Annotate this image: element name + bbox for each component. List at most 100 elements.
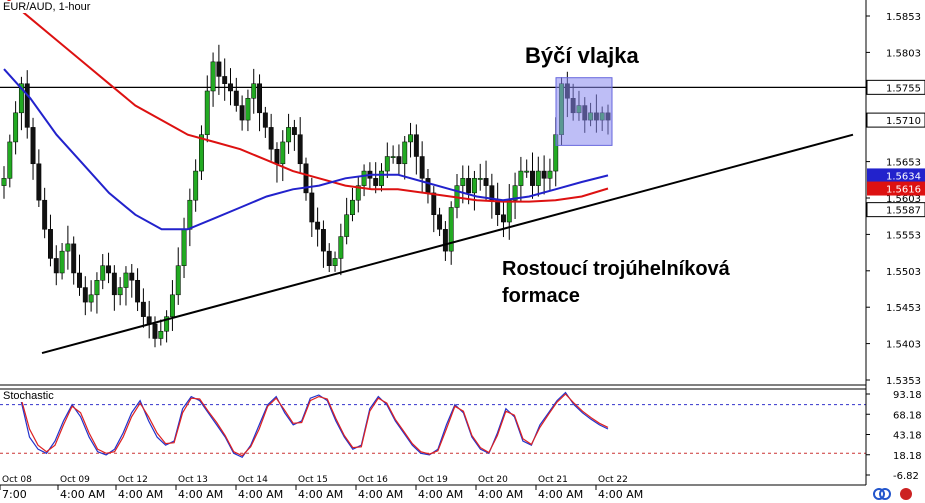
candle-body <box>326 250 332 266</box>
candle-body <box>245 98 251 121</box>
candle-body <box>344 214 350 237</box>
candle-body <box>175 265 181 296</box>
candle-body <box>535 170 541 186</box>
candle-body <box>106 265 111 274</box>
stochastic-label: Stochastic <box>3 390 54 402</box>
candle-body <box>303 163 309 194</box>
stochastic-d-line <box>3 393 609 457</box>
candle-body <box>483 178 489 186</box>
bull-flag-annotation: Býčí vlajka <box>525 43 639 68</box>
candle-body <box>518 170 524 186</box>
price-tag-label: 1.5616 <box>886 185 921 196</box>
candle-body <box>257 83 262 114</box>
price-pane-bg <box>0 0 866 385</box>
price-tick-label: 1.5553 <box>886 230 921 241</box>
date-label: Oct 13 <box>178 475 208 485</box>
price-tag-box <box>866 202 925 218</box>
candle-body <box>65 243 71 252</box>
date-label: Oct 08 <box>2 475 32 485</box>
date-label: Oct 12 <box>118 475 148 485</box>
candle-body <box>117 287 123 296</box>
candle-body <box>396 156 402 165</box>
stochastic-tick-label: 43.18 <box>893 431 922 442</box>
candle-body <box>471 178 477 194</box>
candle-body <box>13 112 19 143</box>
ascending-triangle-annotation: Rostoucí trojúhelníková formace <box>502 256 730 310</box>
candle-body <box>94 280 100 296</box>
candle-body <box>1 178 7 186</box>
date-label: Oct 14 <box>238 475 268 485</box>
candle-body <box>181 229 187 266</box>
candle-body <box>274 148 280 165</box>
candle-body <box>111 272 117 296</box>
date-label: Oct 09 <box>60 475 90 485</box>
candle-body <box>239 105 245 121</box>
date-label: Oct 22 <box>598 475 628 485</box>
candle-body <box>460 178 466 186</box>
candle-body <box>309 192 315 223</box>
candle-body <box>413 134 419 157</box>
price-tick-label: 1.5603 <box>886 194 921 205</box>
price-tag-label: 1.5755 <box>886 83 921 94</box>
candle-body <box>437 214 443 230</box>
price-tag-box <box>867 168 925 183</box>
candle-body <box>448 207 454 252</box>
price-tag-label: 1.5710 <box>886 116 921 127</box>
price-tag-box <box>866 112 925 128</box>
candle-body <box>100 265 106 281</box>
price-tick-label: 1.5503 <box>886 267 921 278</box>
slow-moving-average-line <box>6 0 609 203</box>
candle-body <box>384 156 390 172</box>
fast-moving-average-line <box>3 68 609 231</box>
candle-body <box>48 229 53 259</box>
date-label: Oct 19 <box>418 475 448 485</box>
close-icon <box>900 488 912 500</box>
candle-body <box>18 83 24 114</box>
candle-body <box>36 163 42 201</box>
stochastic-tick-label: 68.18 <box>893 410 922 421</box>
candle-body <box>193 170 199 201</box>
price-tick-label: 1.5803 <box>886 48 921 59</box>
ascending-trendline <box>41 133 854 355</box>
ascending-triangle-line-1: Rostoucí trojúhelníková <box>502 258 730 280</box>
time-label: 4:00 AM <box>418 488 463 501</box>
candle-body <box>158 330 164 339</box>
bull-flag-box <box>555 77 613 146</box>
price-tick-label: 1.5353 <box>886 376 921 387</box>
time-label: 4:00 AM <box>538 488 583 501</box>
candle-body <box>477 178 483 180</box>
time-label: 4:00 AM <box>178 488 223 501</box>
candle-body <box>204 90 210 135</box>
price-tag-box <box>866 79 925 95</box>
candle-body <box>320 229 326 252</box>
time-label: 4:00 AM <box>238 488 283 501</box>
candle-body <box>164 316 170 332</box>
candle-body <box>251 83 257 99</box>
stochastic-tick-label: -6.82 <box>893 471 919 482</box>
candle-body <box>268 127 274 150</box>
candle-body <box>199 134 204 172</box>
candle-body <box>361 170 367 186</box>
candle-body <box>88 294 94 303</box>
candle-body <box>71 243 77 274</box>
candle-body <box>373 178 379 186</box>
candle-body <box>30 127 36 165</box>
candle-body <box>541 170 547 179</box>
candle-body <box>350 199 355 215</box>
time-label: 4:00 AM <box>358 488 403 501</box>
candle-body <box>512 185 518 201</box>
candle-body <box>7 141 13 179</box>
date-label: Oct 21 <box>538 475 568 485</box>
time-label: 4:00 AM <box>298 488 343 501</box>
link-icon <box>879 488 891 500</box>
candle-body <box>123 272 129 288</box>
candle-body <box>216 61 222 77</box>
candle-body <box>152 323 158 339</box>
stochastic-k-line <box>3 391 609 459</box>
candle-body <box>169 294 175 317</box>
candle-body <box>210 61 216 92</box>
candle-body <box>24 83 30 128</box>
candle-body <box>280 141 286 165</box>
candle-body <box>524 170 530 173</box>
